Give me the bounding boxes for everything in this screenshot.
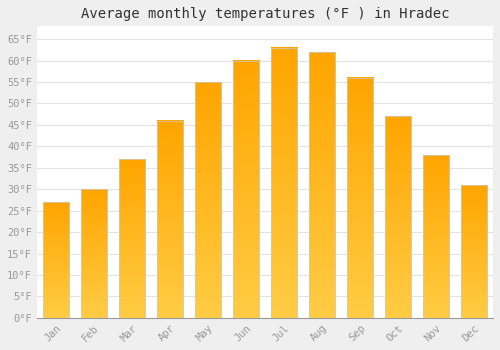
Bar bbox=[308, 52, 336, 318]
Bar bbox=[384, 116, 411, 318]
Bar bbox=[118, 159, 145, 318]
Bar bbox=[422, 155, 450, 318]
Bar bbox=[232, 61, 259, 318]
Title: Average monthly temperatures (°F ) in Hradec: Average monthly temperatures (°F ) in Hr… bbox=[80, 7, 449, 21]
Bar bbox=[270, 48, 297, 318]
Bar bbox=[42, 202, 69, 318]
Bar bbox=[346, 78, 374, 318]
Bar bbox=[460, 185, 487, 318]
Bar bbox=[156, 121, 183, 318]
Bar bbox=[194, 82, 221, 318]
Bar bbox=[80, 189, 107, 318]
